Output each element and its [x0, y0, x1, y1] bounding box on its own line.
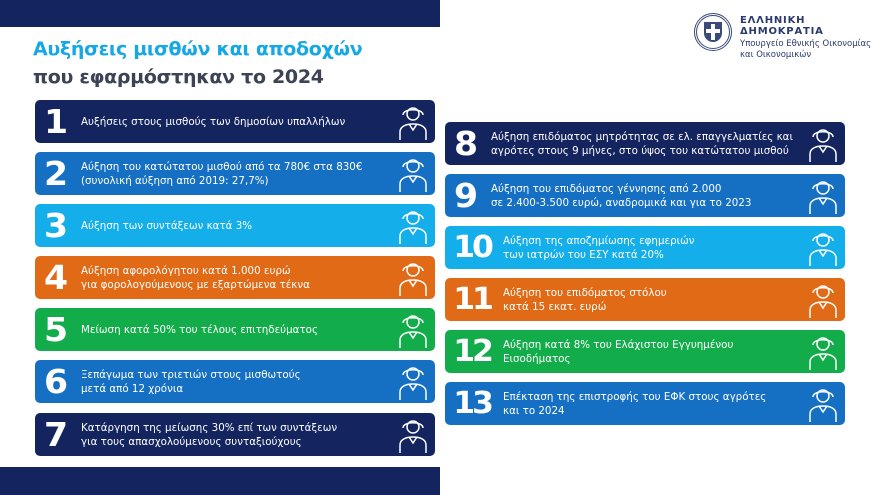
ministry-line-1: Υπουργείο Εθνικής Οικονομίας	[740, 39, 872, 49]
item-line-2: αγρότες στους 9 μήνες, στο ύψος του κατώ…	[491, 144, 789, 157]
item-line-1: Αύξηση επιδόματος μητρότητας σε ελ. επαγ…	[491, 130, 793, 143]
item-line-1: Αύξηση αφορολόγητου κατά 1.000 ευρώ	[81, 264, 291, 277]
item-text: Αύξηση του επιδόματος γέννησης από 2.000…	[485, 182, 805, 210]
item-number: 8	[453, 124, 479, 163]
office-worker-icon	[395, 103, 431, 141]
desk-worker-icon	[395, 416, 431, 454]
item-line-2: Εισοδήματος	[503, 352, 571, 365]
item-card-4: 4 Αύξηση αφορολόγητου κατά 1.000 ευρώ για…	[35, 256, 435, 299]
construction-worker-icon	[395, 155, 431, 193]
item-line-1: Αύξηση του επιδόματος γέννησης από 2.000	[491, 182, 722, 195]
item-line-2: σε 2.400-3.500 ευρώ, αναδρομικά και για …	[491, 196, 752, 209]
doctor-icon	[805, 229, 841, 267]
item-card-10: 10 Αύξηση της αποζημίωσης εφημεριών των ι…	[445, 226, 845, 269]
item-text: Αυξήσεις στους μισθούς των δημοσίων υπαλ…	[75, 115, 395, 129]
item-line-1: Αύξηση του επιδόματος στόλου	[503, 286, 667, 299]
item-number: 12	[453, 334, 494, 369]
item-card-12: 12 Αύξηση κατά 8% του Ελάχιστου Εγγυημέν…	[445, 330, 845, 373]
item-text: Αύξηση αφορολόγητου κατά 1.000 ευρώ για φ…	[75, 264, 395, 292]
item-line-2: των ιατρών του ΕΣΥ κατά 20%	[503, 248, 664, 261]
item-number: 4	[43, 258, 69, 297]
item-card-9: 9 Αύξηση του επιδόματος γέννησης από 2.0…	[445, 174, 845, 217]
ministry-line-2: και Οικονομικών	[740, 50, 812, 60]
item-number: 13	[453, 386, 494, 421]
farmer-woman-icon	[805, 125, 841, 163]
item-number: 3	[43, 206, 69, 245]
item-card-7: 7 Κατάργηση της μείωσης 30% επί των συντ…	[35, 413, 435, 456]
item-number: 7	[43, 415, 69, 454]
navy-officer-icon	[805, 281, 841, 319]
coat-of-arms-logo	[694, 13, 732, 51]
item-card-3: 3 Αύξηση των συντάξεων κατά 3%	[35, 204, 435, 247]
item-line-1: Αύξηση του κατώτατου μισθού από τα 780€ …	[81, 160, 363, 173]
item-line-2: κατά 15 εκατ. ευρώ	[503, 300, 607, 313]
item-line-2: για τους απασχολούμενους συνταξιούχους	[81, 435, 302, 448]
family-icon	[395, 259, 431, 297]
item-text: Αύξηση του επιδόματος στόλου κατά 15 εκατ…	[497, 286, 805, 314]
item-card-5: 5 Μείωση κατά 50% του τέλους επιτηδεύματ…	[35, 308, 435, 351]
item-text: Μείωση κατά 50% του τέλους επιτηδεύματος	[75, 323, 395, 337]
item-text: Αύξηση της αποζημίωσης εφημεριών των ιατρ…	[497, 234, 805, 262]
item-card-1: 1 Αυξήσεις στους μισθούς των δημοσίων υπ…	[35, 100, 435, 143]
item-number: 5	[43, 310, 69, 349]
item-text: Αύξηση των συντάξεων κατά 3%	[75, 219, 395, 233]
item-text: Αύξηση του κατώτατου μισθού από τα 780€ …	[75, 160, 395, 188]
item-number: 1	[43, 102, 69, 141]
item-number: 2	[43, 154, 69, 193]
item-text: Αύξηση κατά 8% του Ελάχιστου Εγγυημένου Ε…	[497, 338, 805, 366]
professional-briefcase-icon	[395, 311, 431, 349]
item-text: Ξεπάγωμα των τριετιών στους μισθωτούς μετ…	[75, 368, 395, 396]
item-line-1: Κατάργηση της μείωσης 30% επί των συντάξ…	[81, 421, 338, 434]
item-line-2: μετά από 12 χρόνια	[81, 382, 184, 395]
item-card-13: 13 Επέκταση της επιστροφής του ΕΦΚ στους…	[445, 382, 845, 425]
title-line-1: Αυξήσεις μισθών και αποδοχών	[33, 38, 363, 60]
item-card-11: 11 Αύξηση του επιδόματος στόλου κατά 15 ε…	[445, 278, 845, 321]
item-line-1: Αυξήσεις στους μισθούς των δημοσίων υπαλ…	[81, 115, 346, 128]
item-line-1: Αύξηση κατά 8% του Ελάχιστου Εγγυημένου	[503, 338, 734, 351]
couple-icon	[805, 333, 841, 371]
top-banner	[0, 0, 440, 27]
item-line-2: (συνολική αύξηση από 2019: 27,7%)	[81, 174, 269, 187]
org-name: ΕΛΛΗΝΙΚΗ ΔΗΜΟΚΡΑΤΙΑ	[740, 15, 824, 37]
item-line-1: Ξεπάγωμα των τριετιών στους μισθωτούς	[81, 368, 301, 381]
item-text: Αύξηση επιδόματος μητρότητας σε ελ. επαγ…	[485, 130, 805, 158]
item-card-8: 8 Αύξηση επιδόματος μητρότητας σε ελ. επ…	[445, 122, 845, 165]
item-number: 10	[453, 230, 494, 265]
mother-baby-icon	[805, 177, 841, 215]
item-line-1: Αύξηση της αποζημίωσης εφημεριών	[503, 234, 695, 247]
organization: ΕΛΛΗΝΙΚΗ ΔΗΜΟΚΡΑΤΙΑ Υπουργείο Εθνικής Οι…	[740, 15, 880, 61]
item-text: Κατάργηση της μείωσης 30% επί των συντάξ…	[75, 421, 395, 449]
bottom-banner	[0, 467, 440, 495]
farmer-icon	[805, 385, 841, 423]
factory-worker-icon	[395, 363, 431, 401]
item-text: Επέκταση της επιστροφής του ΕΦΚ στους αγ…	[497, 390, 805, 418]
item-line-2: για φορολογούμενους με εξαρτώμενα τέκνα	[81, 278, 310, 291]
item-line-1: Επέκταση της επιστροφής του ΕΦΚ στους αγ…	[503, 390, 767, 403]
elderly-couple-icon	[395, 207, 431, 245]
item-line-2: και το 2024	[503, 404, 565, 417]
item-card-6: 6 Ξεπάγωμα των τριετιών στους μισθωτούς μ…	[35, 360, 435, 403]
item-line-1: Μείωση κατά 50% του τέλους επιτηδεύματος	[81, 323, 318, 336]
title-line-2: που εφαρμόστηκαν το 2024	[33, 66, 324, 88]
item-line-1: Αύξηση των συντάξεων κατά 3%	[81, 219, 253, 232]
item-number: 9	[453, 176, 479, 215]
item-number: 11	[453, 282, 494, 317]
item-card-2: 2 Αύξηση του κατώτατου μισθού από τα 780…	[35, 152, 435, 195]
item-number: 6	[43, 362, 69, 401]
